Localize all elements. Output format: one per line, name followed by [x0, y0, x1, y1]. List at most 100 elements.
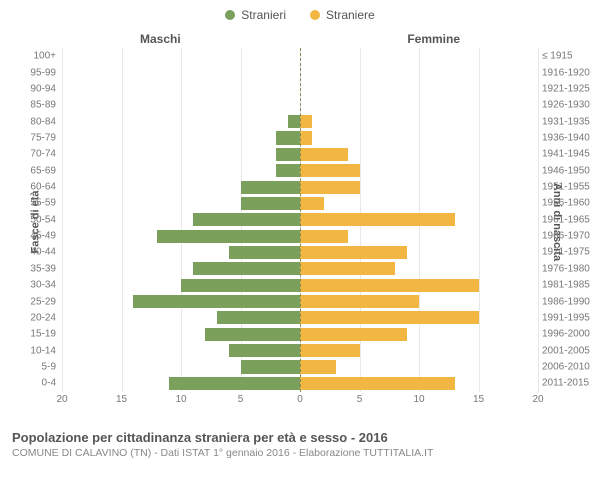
birth-year-label: 1931-1935	[542, 116, 596, 127]
birth-year-label: 2006-2010	[542, 362, 596, 373]
bar-female	[300, 131, 312, 144]
chart-subtitle: COMUNE DI CALAVINO (TN) - Dati ISTAT 1° …	[12, 447, 588, 459]
chart-legend: Stranieri Straniere	[0, 0, 600, 26]
chart-footer: Popolazione per cittadinanza straniera p…	[0, 426, 600, 459]
column-header-female: Femmine	[407, 32, 460, 46]
grid-line	[538, 48, 539, 392]
bar-female	[300, 295, 419, 308]
bar-female	[300, 360, 336, 373]
bar-male	[276, 164, 300, 177]
bar-male	[229, 246, 300, 259]
age-label: 80-84	[10, 116, 56, 127]
bar-female	[300, 148, 348, 161]
x-tick-label: 20	[56, 394, 67, 405]
center-axis	[300, 48, 301, 392]
birth-year-label: ≤ 1915	[542, 51, 596, 62]
birth-year-label: 1941-1945	[542, 149, 596, 160]
birth-year-label: 1951-1955	[542, 182, 596, 193]
age-label: 40-44	[10, 247, 56, 258]
legend-swatch-female	[310, 10, 320, 20]
bar-female	[300, 377, 455, 390]
bar-male	[241, 197, 301, 210]
age-label: 70-74	[10, 149, 56, 160]
x-tick-label: 10	[175, 394, 186, 405]
column-header-male: Maschi	[140, 32, 181, 46]
age-label: 5-9	[10, 362, 56, 373]
birth-year-label: 1981-1985	[542, 280, 596, 291]
birth-year-label: 1976-1980	[542, 263, 596, 274]
legend-swatch-male	[225, 10, 235, 20]
age-label: 60-64	[10, 182, 56, 193]
x-tick-label: 10	[413, 394, 424, 405]
birth-year-label: 1986-1990	[542, 296, 596, 307]
bar-male	[241, 360, 301, 373]
bar-female	[300, 213, 455, 226]
x-tick-label: 5	[357, 394, 363, 405]
legend-label-male: Stranieri	[241, 8, 286, 22]
age-label: 0-4	[10, 378, 56, 389]
x-axis: 201510505101520	[62, 394, 538, 412]
age-label: 20-24	[10, 312, 56, 323]
age-label: 100+	[10, 51, 56, 62]
bar-male	[157, 230, 300, 243]
bar-male	[181, 279, 300, 292]
bar-male	[169, 377, 300, 390]
birth-year-label: 2001-2005	[542, 345, 596, 356]
chart-title: Popolazione per cittadinanza straniera p…	[12, 430, 588, 445]
age-label: 30-34	[10, 280, 56, 291]
bar-female	[300, 262, 395, 275]
age-label: 90-94	[10, 83, 56, 94]
legend-item-male: Stranieri	[225, 8, 286, 22]
bar-female	[300, 115, 312, 128]
legend-item-female: Straniere	[310, 8, 375, 22]
birth-year-label: 1921-1925	[542, 83, 596, 94]
age-label: 25-29	[10, 296, 56, 307]
age-label: 10-14	[10, 345, 56, 356]
birth-year-label: 1926-1930	[542, 100, 596, 111]
bar-male	[229, 344, 300, 357]
x-tick-label: 0	[297, 394, 303, 405]
bar-female	[300, 197, 324, 210]
bar-male	[241, 181, 301, 194]
bar-male	[276, 148, 300, 161]
birth-year-label: 1991-1995	[542, 312, 596, 323]
x-tick-label: 5	[238, 394, 244, 405]
legend-label-female: Straniere	[326, 8, 375, 22]
age-label: 15-19	[10, 329, 56, 340]
bar-male	[193, 262, 300, 275]
age-label: 45-49	[10, 231, 56, 242]
birth-year-label: 1971-1975	[542, 247, 596, 258]
bar-male	[276, 131, 300, 144]
bar-male	[288, 115, 300, 128]
chart-container: Maschi Femmine Fasce di età Anni di nasc…	[0, 26, 600, 426]
age-label: 35-39	[10, 263, 56, 274]
birth-year-label: 1936-1940	[542, 132, 596, 143]
bar-female	[300, 164, 360, 177]
bar-male	[217, 311, 300, 324]
birth-year-label: 1946-1950	[542, 165, 596, 176]
bar-male	[133, 295, 300, 308]
bar-female	[300, 328, 407, 341]
x-tick-label: 20	[532, 394, 543, 405]
birth-year-label: 1996-2000	[542, 329, 596, 340]
age-label: 95-99	[10, 67, 56, 78]
bar-female	[300, 181, 360, 194]
birth-year-label: 2011-2015	[542, 378, 596, 389]
bar-male	[205, 328, 300, 341]
bar-female	[300, 311, 479, 324]
age-label: 75-79	[10, 132, 56, 143]
plot-area: 100+≤ 191595-991916-192090-941921-192585…	[62, 48, 538, 392]
x-tick-label: 15	[473, 394, 484, 405]
birth-year-label: 1956-1960	[542, 198, 596, 209]
bar-female	[300, 230, 348, 243]
birth-year-label: 1916-1920	[542, 67, 596, 78]
x-tick-label: 15	[116, 394, 127, 405]
birth-year-label: 1966-1970	[542, 231, 596, 242]
bar-female	[300, 344, 360, 357]
bar-female	[300, 246, 407, 259]
bar-female	[300, 279, 479, 292]
bar-male	[193, 213, 300, 226]
age-label: 50-54	[10, 214, 56, 225]
age-label: 55-59	[10, 198, 56, 209]
birth-year-label: 1961-1965	[542, 214, 596, 225]
